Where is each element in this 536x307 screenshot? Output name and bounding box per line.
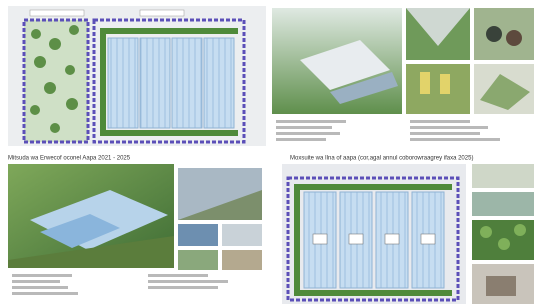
site-plan-top (8, 6, 266, 146)
aerial-render (8, 164, 262, 295)
site-plan-bottom (282, 164, 534, 304)
page: Mitsuda wa Erwecof oconel Aapa 2021 - 20… (0, 0, 536, 307)
photos-top (272, 8, 534, 141)
collage: Mitsuda wa Erwecof oconel Aapa 2021 - 20… (0, 0, 536, 307)
heading: Moxsuite wa Ilna of aapa (cor,agal annul… (290, 156, 473, 162)
heading: Mitsuda wa Erwecof oconel Aapa 2021 - 20… (8, 156, 131, 162)
